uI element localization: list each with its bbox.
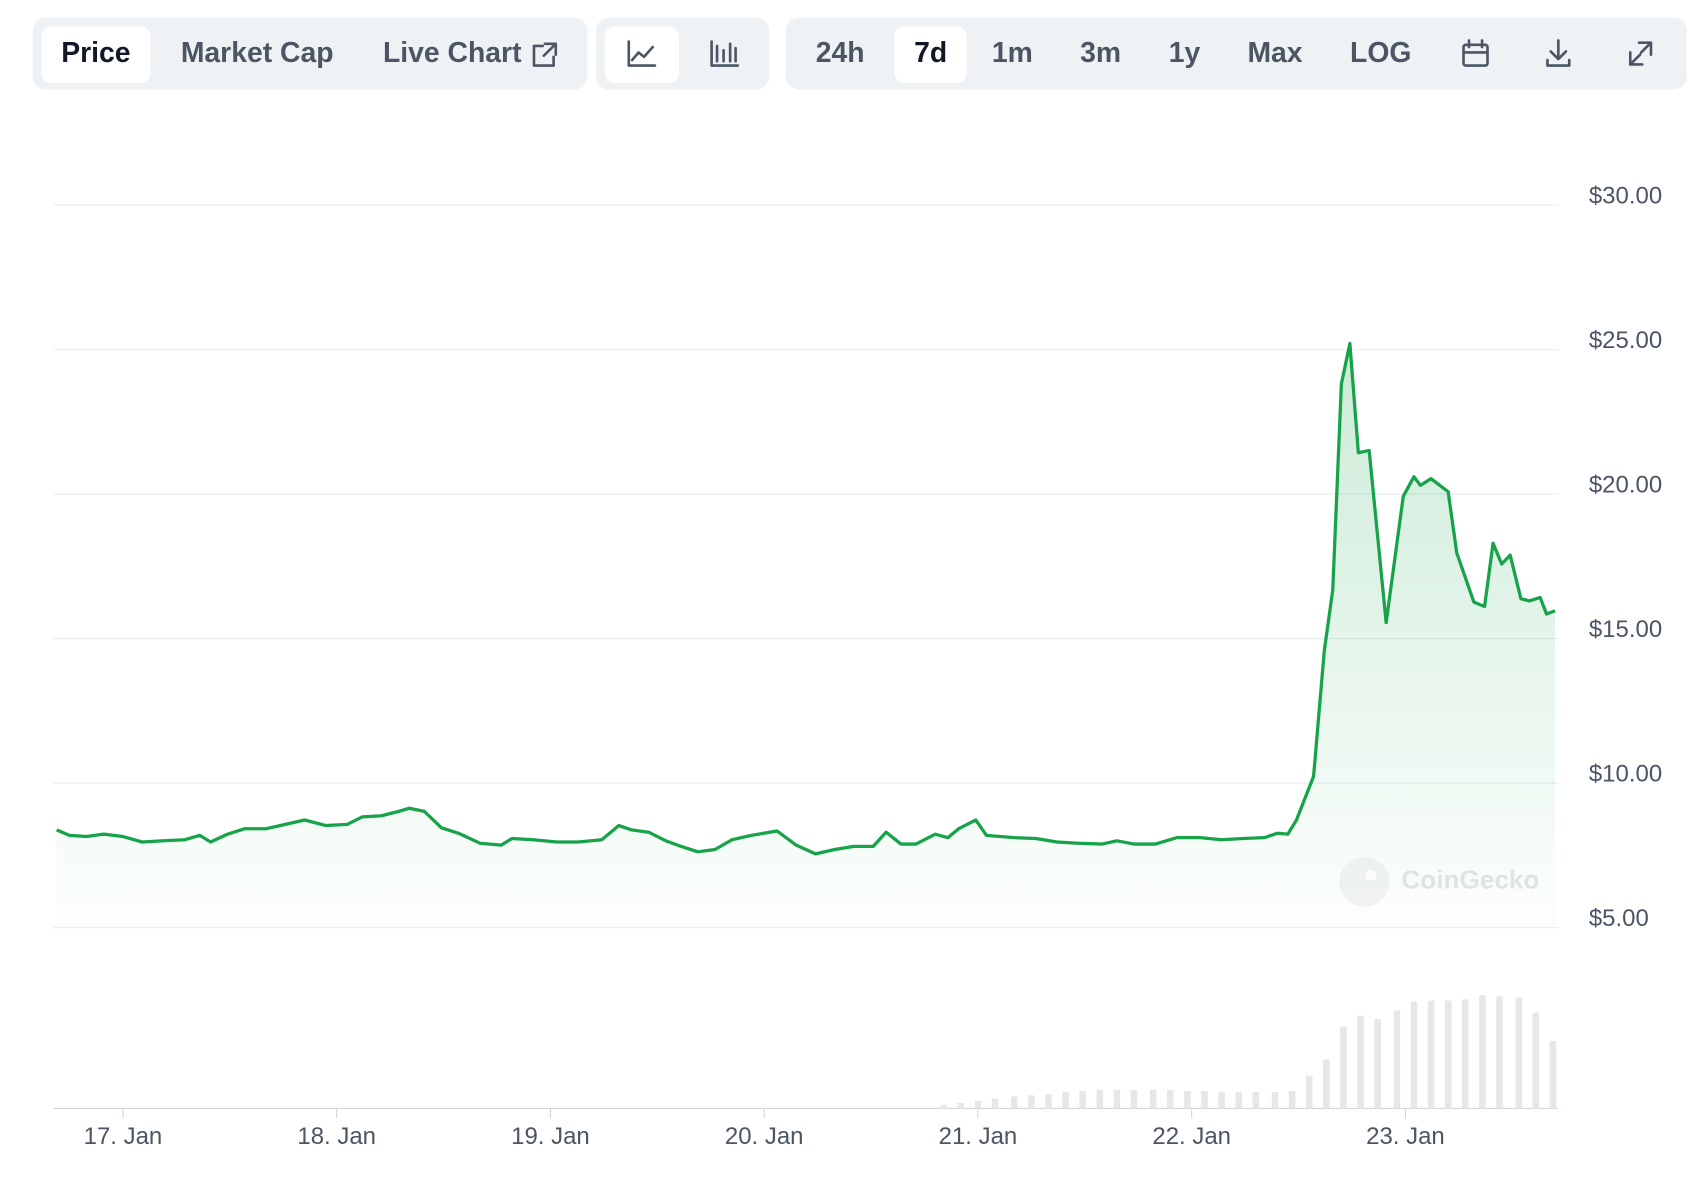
range-button[interactable]: 1m xyxy=(992,37,1033,69)
tab-price[interactable]: Price xyxy=(61,37,130,69)
volume-bar xyxy=(1410,1001,1418,1109)
volume-bar xyxy=(1305,1075,1313,1109)
range-group xyxy=(785,17,1687,90)
y-tick-label: $25.00 xyxy=(1589,327,1662,354)
tab-group xyxy=(32,17,588,90)
external-link-icon xyxy=(532,42,558,67)
range-button[interactable]: 1y xyxy=(1169,37,1201,69)
volume-bar xyxy=(1113,1089,1121,1109)
price-area xyxy=(56,343,1556,928)
range-button[interactable]: 24h xyxy=(816,37,865,69)
volume-bar xyxy=(1011,1096,1018,1109)
selected-range xyxy=(894,26,967,83)
download-icon[interactable] xyxy=(1546,39,1571,67)
volume-bar xyxy=(1130,1089,1138,1109)
volume-bar xyxy=(940,1105,948,1109)
x-tick-label: 23. Jan xyxy=(1366,1123,1445,1150)
volume-bar xyxy=(1340,1026,1347,1109)
volume-bar xyxy=(1427,1000,1435,1109)
volume-bar xyxy=(1288,1091,1296,1109)
volume-bar xyxy=(1357,1015,1364,1109)
range-button[interactable]: 7d xyxy=(914,37,947,69)
volume-bar xyxy=(1235,1092,1242,1109)
volume-bar xyxy=(1444,1000,1452,1109)
y-tick-label: $10.00 xyxy=(1589,761,1662,788)
volume-bar xyxy=(1252,1092,1260,1109)
x-tick-label: 18. Jan xyxy=(297,1123,376,1150)
selected-tab xyxy=(41,26,151,83)
volume-bar xyxy=(1028,1095,1035,1109)
volume-bar xyxy=(1218,1092,1225,1109)
x-tick-label: 19. Jan xyxy=(511,1123,590,1150)
volume-bar xyxy=(1374,1019,1381,1109)
y-tick-label: $5.00 xyxy=(1589,905,1649,932)
volume-bar xyxy=(1201,1091,1208,1109)
volume-bar xyxy=(957,1102,965,1109)
range-button[interactable]: Max xyxy=(1247,37,1302,69)
price-line xyxy=(56,341,1556,856)
volume-bar xyxy=(1532,1012,1540,1109)
x-tick-label: 20. Jan xyxy=(725,1123,804,1150)
tab-live-chart[interactable]: Live Chart xyxy=(383,37,522,69)
x-tick-label: 17. Jan xyxy=(84,1123,163,1150)
watermark-text: CoinGecko xyxy=(1401,865,1539,895)
volume-bar xyxy=(1496,996,1503,1109)
line-icon xyxy=(627,40,657,67)
volume-bar xyxy=(1079,1091,1086,1109)
y-tick-label: $20.00 xyxy=(1589,472,1662,499)
volume-bar xyxy=(1167,1089,1174,1109)
volume-bar xyxy=(1549,1040,1557,1109)
volume-bar xyxy=(1184,1091,1191,1109)
volume-bar xyxy=(1393,1010,1401,1109)
log-button[interactable]: LOG xyxy=(1350,37,1411,69)
fullscreen-icon[interactable] xyxy=(1628,41,1653,66)
tab-market-cap[interactable]: Market Cap xyxy=(181,37,334,69)
volume-bar xyxy=(991,1098,999,1109)
y-tick-label: $30.00 xyxy=(1589,183,1662,210)
volume-bar xyxy=(1323,1059,1330,1109)
candle-icon[interactable] xyxy=(710,40,740,67)
volume-bar xyxy=(1515,997,1522,1109)
volume-bar xyxy=(1462,999,1469,1109)
watermark: CoinGecko xyxy=(1339,856,1539,907)
range-button[interactable]: 3m xyxy=(1080,37,1121,69)
calendar-icon[interactable] xyxy=(1462,39,1489,67)
volume-bar xyxy=(974,1100,982,1109)
volume-bar xyxy=(1149,1089,1157,1109)
y-tick-label: $15.00 xyxy=(1589,616,1662,643)
volume-bar xyxy=(1062,1092,1069,1109)
volume-bar xyxy=(1271,1092,1279,1109)
x-tick-label: 22. Jan xyxy=(1152,1123,1231,1150)
volume-bar xyxy=(1479,995,1486,1109)
x-tick-label: 21. Jan xyxy=(939,1123,1018,1150)
volume-bar xyxy=(1096,1089,1104,1109)
volume-bar xyxy=(1045,1094,1052,1109)
